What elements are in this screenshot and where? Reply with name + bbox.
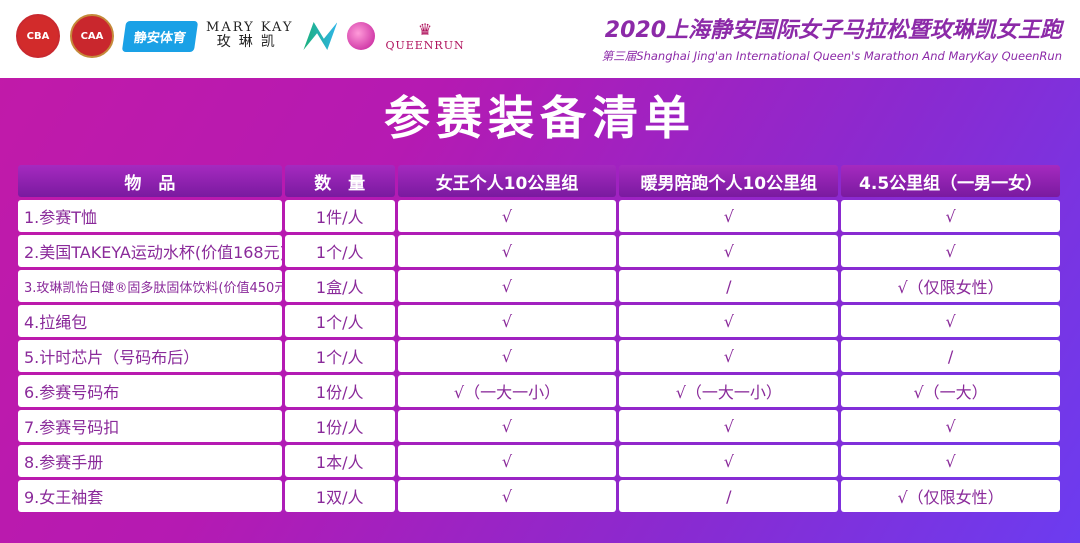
item-quantity: 1件/人 xyxy=(284,200,395,232)
table-row: 4.拉绳包 1个/人 √ √ √ xyxy=(18,305,1060,337)
marykay-logo-cn: 玫琳凯 xyxy=(216,34,283,51)
page-title: 参赛装备清单 xyxy=(384,91,696,145)
item-name: 4.拉绳包 xyxy=(18,305,282,337)
queenrun-logo-text: QUEENRUN xyxy=(385,39,465,52)
queen-10k-value: √（一大一小） xyxy=(397,375,617,407)
item-quantity: 1个/人 xyxy=(284,340,395,372)
item-quantity: 1个/人 xyxy=(284,305,395,337)
item-name: 3.玫琳凯怡日健®固多肽固体饮料(价值450元) xyxy=(18,270,282,302)
item-name: 5.计时芯片（号码布后） xyxy=(18,340,282,372)
sponsor-logos: CBA CAA 静安体育 MARY KAY 玫琳凯 ♛ QUEENRUN xyxy=(16,14,465,58)
caa-logo: CAA xyxy=(70,14,114,58)
event-title-cn: 2020上海静安国际女子马拉松暨玫琳凯女王跑 xyxy=(604,18,1062,43)
table-row: 1.参赛T恤 1件/人 √ √ √ xyxy=(18,200,1060,232)
item-name: 8.参赛手册 xyxy=(18,445,282,477)
queen-10k-value: √ xyxy=(397,410,617,442)
4-5k-value: √ xyxy=(841,235,1060,267)
4-5k-value: √ xyxy=(841,445,1060,477)
queenrun-logo: ♛ QUEENRUN xyxy=(385,20,464,52)
table-row: 8.参赛手册 1本/人 √ √ √ xyxy=(18,445,1060,477)
circle-brand-logo xyxy=(347,22,376,50)
marykay-logo-en: MARY KAY xyxy=(206,20,294,36)
header-pacer-10k: 暖男陪跑个人10公里组 xyxy=(619,165,839,197)
cba-logo: CBA xyxy=(16,14,60,58)
4-5k-value: √ xyxy=(841,410,1060,442)
item-quantity: 1双/人 xyxy=(284,480,395,512)
4-5k-value: √（仅限女性） xyxy=(841,480,1060,512)
item-name: 7.参赛号码扣 xyxy=(18,410,282,442)
item-name: 6.参赛号码布 xyxy=(18,375,282,407)
queen-10k-value: √ xyxy=(397,340,617,372)
pacer-10k-value: √（一大一小） xyxy=(619,375,839,407)
item-quantity: 1个/人 xyxy=(284,235,395,267)
header-queen-10k: 女王个人10公里组 xyxy=(397,165,617,197)
queen-10k-value: √ xyxy=(397,305,617,337)
table-row: 6.参赛号码布 1份/人 √（一大一小） √（一大一小） √（一大） xyxy=(18,375,1060,407)
n-brand-logo xyxy=(303,22,338,50)
pacer-10k-value: √ xyxy=(619,445,839,477)
event-title-en: 第三届Shanghai Jing'an International Queen'… xyxy=(601,49,1062,63)
pacer-10k-value: / xyxy=(619,480,839,512)
pacer-10k-value: √ xyxy=(619,340,839,372)
table-row: 9.女王袖套 1双/人 √ / √（仅限女性） xyxy=(18,480,1060,512)
4-5k-value: / xyxy=(841,340,1060,372)
event-title: 2020上海静安国际女子马拉松暨玫琳凯女王跑 第三届Shanghai Jing'… xyxy=(602,12,1062,64)
pacer-10k-value: √ xyxy=(619,305,839,337)
4-5k-value: √（仅限女性） xyxy=(841,270,1060,302)
header-quantity: 数 量 xyxy=(284,165,395,197)
n-logo-icon xyxy=(303,22,338,50)
table-row: 3.玫琳凯怡日健®固多肽固体饮料(价值450元) 1盒/人 √ / √（仅限女性） xyxy=(18,270,1060,302)
marykay-logo: MARY KAY 玫琳凯 xyxy=(206,20,294,51)
queen-10k-value: √ xyxy=(397,270,617,302)
header-item: 物 品 xyxy=(18,165,282,197)
equipment-table: 物 品 数 量 女王个人10公里组 暖男陪跑个人10公里组 4.5公里组（一男一… xyxy=(18,165,1060,515)
pacer-10k-value: / xyxy=(619,270,839,302)
table-row: 7.参赛号码扣 1份/人 √ √ √ xyxy=(18,410,1060,442)
item-name: 9.女王袖套 xyxy=(18,480,282,512)
item-quantity: 1本/人 xyxy=(284,445,395,477)
4-5k-value: √ xyxy=(841,305,1060,337)
4-5k-value: √ xyxy=(841,200,1060,232)
queen-10k-value: √ xyxy=(397,235,617,267)
pacer-10k-value: √ xyxy=(619,410,839,442)
item-quantity: 1份/人 xyxy=(284,410,395,442)
jingan-sports-logo: 静安体育 xyxy=(121,20,199,52)
table-row: 2.美国TAKEYA运动水杯(价值168元) 1个/人 √ √ √ xyxy=(18,235,1060,267)
table-header-row: 物 品 数 量 女王个人10公里组 暖男陪跑个人10公里组 4.5公里组（一男一… xyxy=(18,165,1060,197)
header-bar: CBA CAA 静安体育 MARY KAY 玫琳凯 ♛ QUEENRUN 202… xyxy=(0,0,1080,78)
queen-10k-value: √ xyxy=(397,480,617,512)
table-row: 5.计时芯片（号码布后） 1个/人 √ √ / xyxy=(18,340,1060,372)
pacer-10k-value: √ xyxy=(619,200,839,232)
header-4-5k: 4.5公里组（一男一女） xyxy=(841,165,1060,197)
crown-icon: ♛ xyxy=(417,20,433,39)
4-5k-value: √（一大） xyxy=(841,375,1060,407)
item-name: 2.美国TAKEYA运动水杯(价值168元) xyxy=(18,235,282,267)
item-quantity: 1盒/人 xyxy=(284,270,395,302)
item-name: 1.参赛T恤 xyxy=(18,200,282,232)
item-quantity: 1份/人 xyxy=(284,375,395,407)
queen-10k-value: √ xyxy=(397,200,617,232)
queen-10k-value: √ xyxy=(397,445,617,477)
pacer-10k-value: √ xyxy=(619,235,839,267)
